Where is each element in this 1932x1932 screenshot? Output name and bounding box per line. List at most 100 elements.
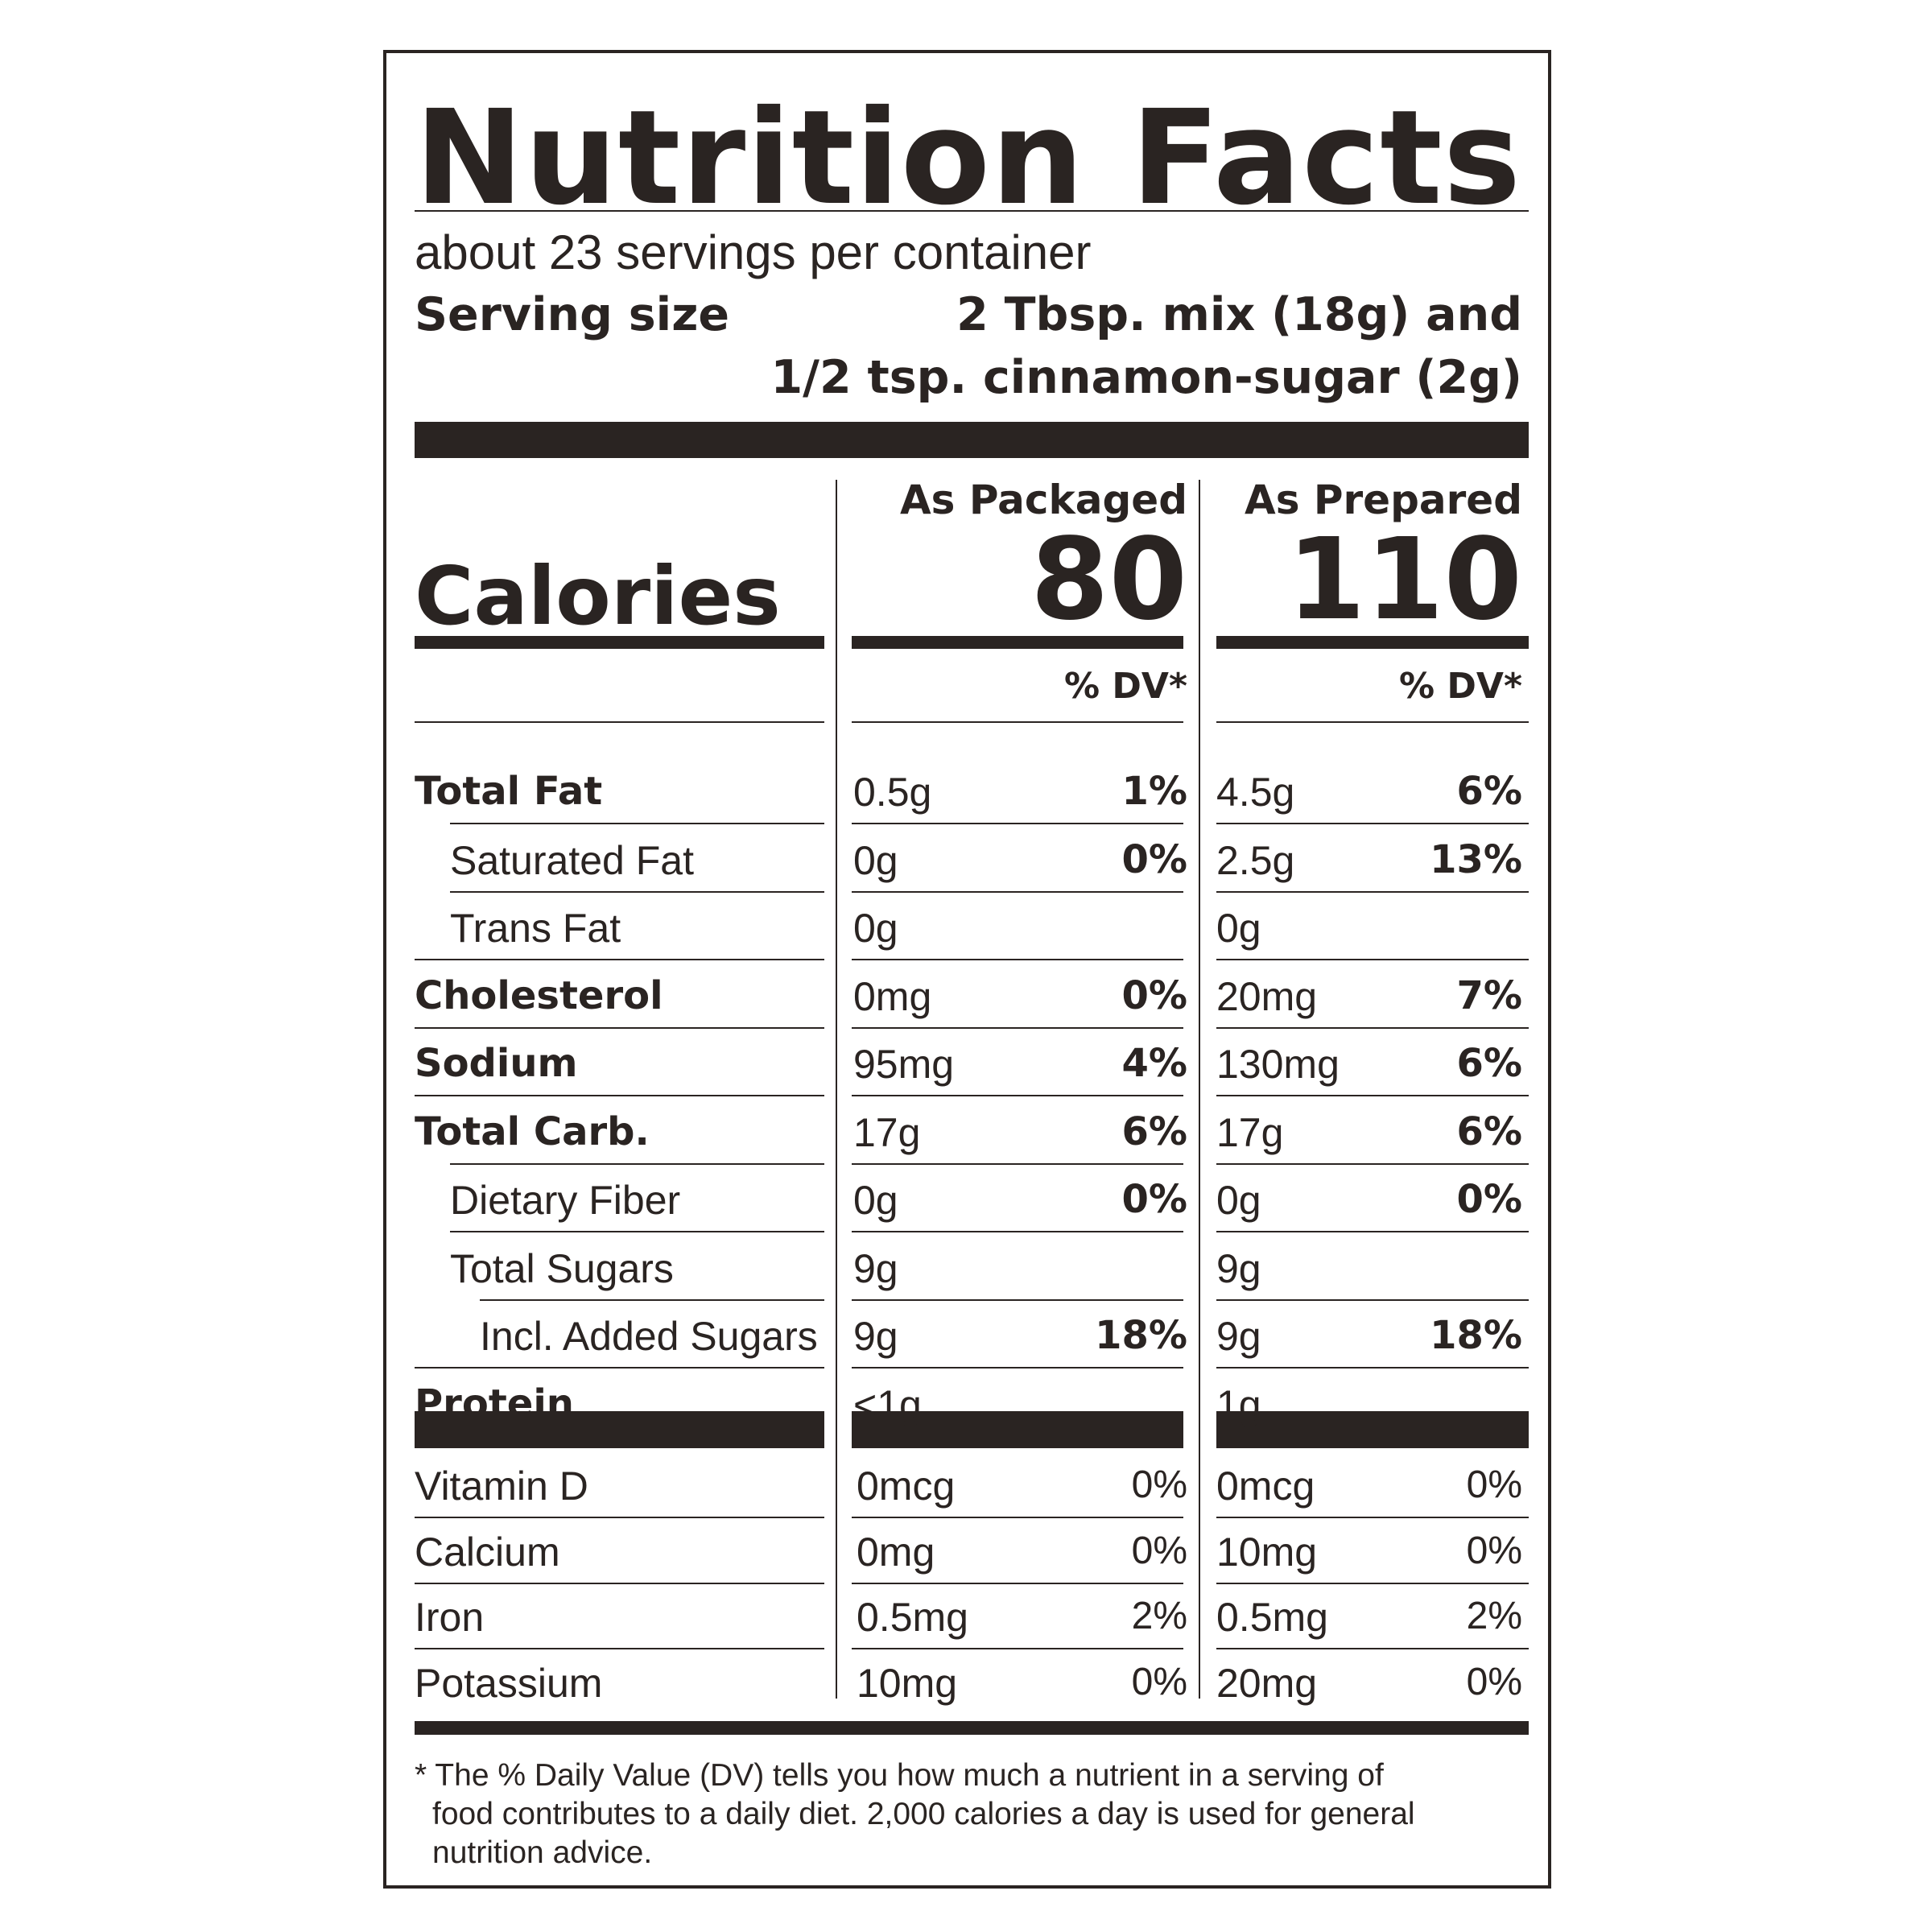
nutrient-name-total-fat: Total Fat [415,769,603,814]
row-rule-packaged [852,1517,1183,1518]
prepared-amount-dietary-fiber: 0g [1216,1178,1261,1223]
packaged-amount-iron: 0.5mg [857,1595,968,1640]
prepared-dv-calcium: 0% [1466,1530,1522,1572]
row-rule-name [480,1299,824,1301]
row-rule-prepared [1216,721,1529,723]
row-rule-name [415,1583,824,1584]
packaged-dv-sodium: 4% [1121,1041,1188,1086]
prepared-amount-sodium: 130mg [1216,1042,1340,1087]
row-rule-name [450,891,824,893]
prepared-amount-calcium: 10mg [1216,1530,1318,1575]
nutrient-name-total-carb: Total Carb. [415,1109,650,1154]
title-divider [415,210,1529,212]
row-rule-name [415,1095,824,1096]
prepared-dv-added-sugars: 18% [1430,1313,1522,1358]
vitamin-bar-prepared [1216,1411,1529,1448]
packaged-amount-total-carb: 17g [853,1110,921,1155]
calories-prepared: 110 [1286,514,1522,646]
packaged-dv-saturated-fat: 0% [1121,837,1188,882]
row-rule-name [415,1517,824,1518]
nutrition-facts-panel: Nutrition Facts about 23 servings per co… [383,50,1551,1889]
row-rule-packaged [852,721,1183,723]
column-header-packaged: As Packaged [899,477,1187,523]
packaged-amount-vitamin-d: 0mcg [857,1463,956,1509]
row-rule-packaged [852,823,1183,824]
row-rule-packaged [852,1367,1183,1368]
vitamin-name-potassium: Potassium [415,1661,603,1706]
row-rule-prepared [1216,959,1529,960]
footnote-line-1: * The % Daily Value (DV) tells you how m… [415,1758,1384,1793]
prepared-dv-total-carb: 6% [1456,1109,1523,1154]
row-rule-name [450,1163,824,1165]
row-rule-prepared [1216,1299,1529,1301]
row-rule-name [415,1648,824,1649]
thick-divider-bottom [415,1721,1529,1735]
row-rule-packaged [852,1299,1183,1301]
serving-size-line1: 2 Tbsp. mix (18g) and [956,288,1522,341]
prepared-dv-saturated-fat: 13% [1430,837,1522,882]
serving-size-label: Serving size [415,288,730,341]
row-rule-prepared [1216,1095,1529,1096]
row-rule-name [450,1231,824,1232]
row-rule-name [415,959,824,960]
prepared-amount-cholesterol: 20mg [1216,974,1318,1019]
calories-bar-packaged [852,636,1183,649]
thick-divider-top [415,422,1529,458]
prepared-amount-added-sugars: 9g [1216,1314,1261,1359]
vitamin-bar-packaged [852,1411,1183,1448]
servings-per-container: about 23 servings per container [415,225,1092,279]
prepared-dv-potassium: 0% [1466,1661,1522,1703]
packaged-dv-total-fat: 1% [1121,769,1188,814]
packaged-amount-protein: <1g [853,1382,922,1427]
row-rule-name [415,1027,824,1029]
row-rule-prepared [1216,823,1529,824]
prepared-amount-iron: 0.5mg [1216,1595,1328,1640]
vitamin-name-calcium: Calcium [415,1530,560,1575]
prepared-dv-sodium: 6% [1456,1041,1523,1086]
row-rule-prepared [1216,1583,1529,1584]
calories-bar-prepared [1216,636,1529,649]
calories-packaged: 80 [1030,514,1187,646]
row-rule-name [415,721,824,723]
row-rule-prepared [1216,1231,1529,1232]
nutrient-name-dietary-fiber: Dietary Fiber [450,1178,681,1223]
prepared-amount-total-sugars: 9g [1216,1246,1261,1291]
packaged-dv-calcium: 0% [1131,1530,1187,1572]
column-header-prepared: As Prepared [1245,477,1522,523]
row-rule-prepared [1216,891,1529,893]
prepared-amount-saturated-fat: 2.5g [1216,838,1295,883]
column-divider-right [1199,480,1200,1699]
nutrient-name-trans-fat: Trans Fat [450,906,621,951]
packaged-dv-iron: 2% [1131,1595,1187,1637]
packaged-dv-potassium: 0% [1131,1661,1187,1703]
row-rule-packaged [852,1095,1183,1096]
packaged-amount-total-fat: 0.5g [853,770,932,815]
row-rule-prepared [1216,1027,1529,1029]
row-rule-name [415,1367,824,1368]
prepared-amount-potassium: 20mg [1216,1661,1318,1706]
vitamin-name-vitamin-d: Vitamin D [415,1463,588,1509]
row-rule-prepared [1216,1517,1529,1518]
row-rule-packaged [852,1027,1183,1029]
packaged-amount-added-sugars: 9g [853,1314,898,1359]
label-title: Nutrition Facts [415,83,1522,234]
prepared-dv-vitamin-d: 0% [1466,1463,1522,1506]
vitamin-bar-name [415,1411,824,1448]
prepared-dv-iron: 2% [1466,1595,1522,1637]
prepared-amount-vitamin-d: 0mcg [1216,1463,1315,1509]
packaged-dv-cholesterol: 0% [1121,973,1188,1018]
row-rule-packaged [852,959,1183,960]
row-rule-packaged [852,1163,1183,1165]
vitamin-name-iron: Iron [415,1595,485,1640]
packaged-amount-sodium: 95mg [853,1042,955,1087]
packaged-amount-cholesterol: 0mg [853,974,932,1019]
dv-header-packaged: % DV* [1064,666,1187,707]
row-rule-prepared [1216,1648,1529,1649]
packaged-amount-total-sugars: 9g [853,1246,898,1291]
row-rule-packaged [852,1583,1183,1584]
prepared-amount-total-carb: 17g [1216,1110,1284,1155]
packaged-amount-saturated-fat: 0g [853,838,898,883]
column-divider-left [836,480,837,1699]
nutrient-name-saturated-fat: Saturated Fat [450,838,694,883]
packaged-amount-potassium: 10mg [857,1661,958,1706]
